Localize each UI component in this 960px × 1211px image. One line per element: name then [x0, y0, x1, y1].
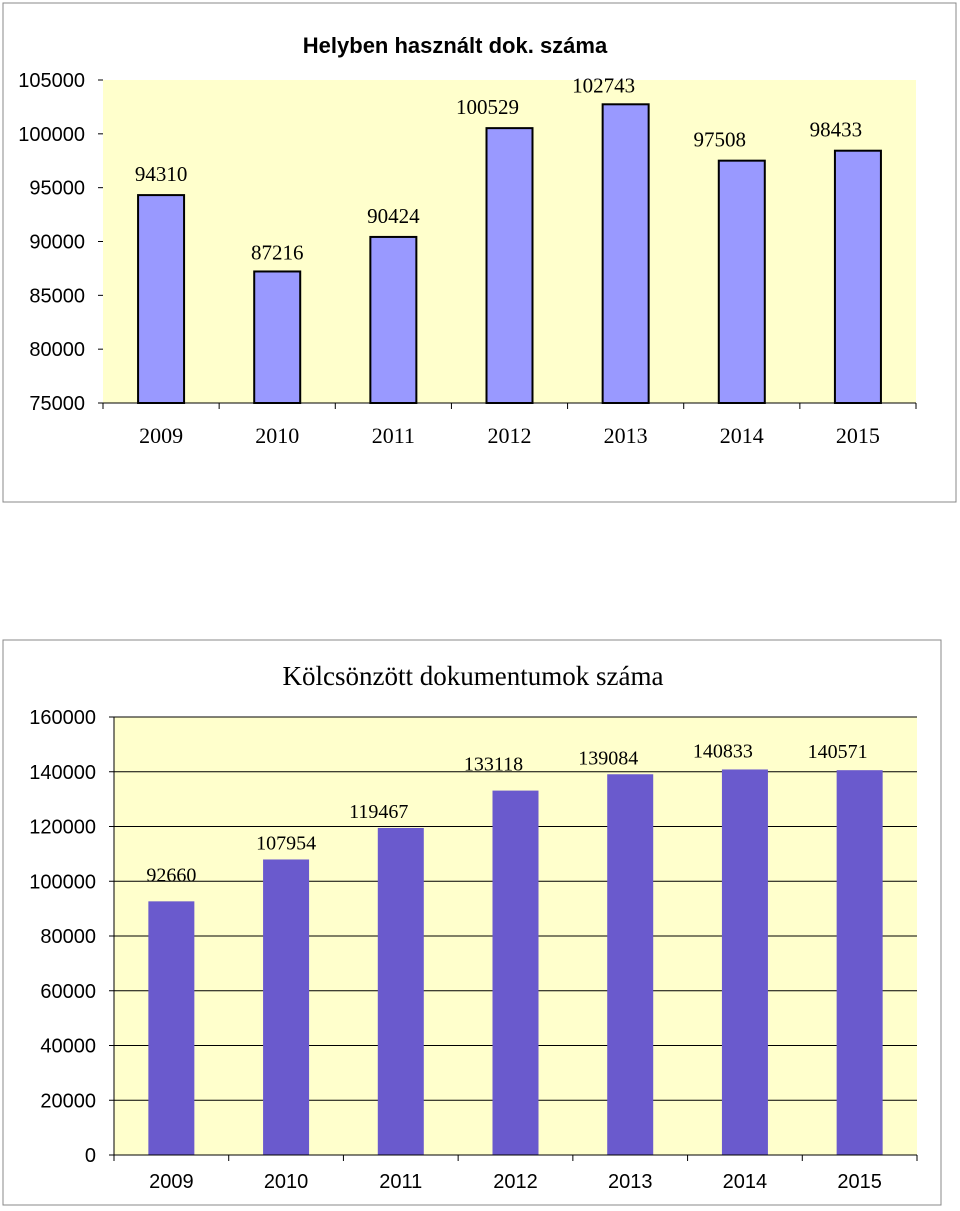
y-tick-label: 105000: [18, 70, 85, 92]
data-label-2013: 139084: [578, 747, 638, 769]
data-label-2015: 98433: [810, 118, 863, 142]
data-label-2010: 87216: [251, 240, 304, 264]
bar-2011: [369, 235, 418, 404]
y-tick-label: 85000: [29, 285, 85, 307]
x-tick-label-2015: 2015: [836, 423, 880, 448]
x-tick-label-2010: 2010: [264, 1171, 309, 1193]
chart2-x-axis: 2009 2010 2011 2012 2013 2014 2015: [113, 1155, 918, 1193]
bar-2014: [721, 769, 768, 1155]
x-tick-label-2010: 2010: [255, 423, 299, 448]
x-tick-label-2012: 2012: [488, 423, 532, 448]
bar-2013: [607, 774, 654, 1155]
y-tick-label: 140000: [29, 762, 96, 784]
x-tick-label-2013: 2013: [604, 423, 648, 448]
bar-2009: [137, 194, 186, 404]
chart-kolcsonzott: Kölcsönzött dokumentumok száma 0 20000 400…: [2, 639, 942, 1206]
x-tick-label-2009: 2009: [139, 423, 183, 448]
y-tick-label: 0: [85, 1145, 96, 1167]
data-label-2010: 107954: [256, 832, 316, 854]
x-tick-label-2015: 2015: [837, 1171, 882, 1193]
bar-2010: [253, 270, 302, 404]
bar-2015: [836, 770, 883, 1155]
data-label-2009: 92660: [146, 864, 196, 886]
y-tick-label: 40000: [40, 1036, 96, 1058]
y-tick-label: 20000: [40, 1090, 96, 1112]
chart2-y-axis: 0 20000 40000 60000 80000 100000 120000 140000 1…: [29, 707, 114, 1167]
chart2-title: Kölcsönzött dokumentumok száma: [283, 661, 664, 691]
data-label-2012: 133118: [464, 754, 523, 776]
data-label-2013: 102743: [572, 73, 635, 97]
bar-2015: [833, 149, 882, 404]
chart2-bars: [148, 769, 883, 1155]
bar-2011: [377, 827, 424, 1155]
bar-2012: [485, 127, 534, 405]
chart1-data-labels: 94310 87216 90424 100529 102743 97508 98433: [135, 73, 862, 264]
data-label-2015: 140571: [808, 741, 868, 763]
chart1-x-axis: 2009 2010 2011 2012 2013 2014 2015: [102, 403, 917, 448]
bar-2013: [601, 103, 650, 405]
data-label-2011: 119467: [349, 801, 408, 823]
y-tick-label: 100000: [29, 871, 96, 893]
x-tick-label-2014: 2014: [720, 423, 764, 448]
data-label-2012: 100529: [456, 95, 519, 119]
data-label-2014: 140833: [693, 740, 753, 762]
x-tick-label-2011: 2011: [372, 423, 415, 448]
y-tick-label: 80000: [29, 339, 85, 361]
bar-2009: [148, 901, 195, 1155]
x-tick-label-2009: 2009: [149, 1171, 194, 1193]
x-tick-label-2011: 2011: [379, 1171, 422, 1193]
bar-2010: [263, 859, 310, 1155]
y-tick-label: 95000: [29, 178, 85, 200]
y-tick-label: 60000: [40, 981, 96, 1003]
y-tick-label: 80000: [40, 926, 96, 948]
bar-2012: [492, 790, 539, 1155]
y-tick-label: 75000: [29, 393, 85, 415]
x-tick-label-2012: 2012: [493, 1171, 538, 1193]
x-tick-label-2013: 2013: [608, 1171, 653, 1193]
y-tick-label: 120000: [29, 817, 96, 839]
chart-helyben-hasznalt: Helyben használt dok. száma 75000 80000 85…: [2, 2, 957, 503]
data-label-2014: 97508: [694, 128, 747, 152]
chart2-data-labels: 92660 107954 119467 133118 139084 140833 14057…: [146, 740, 867, 886]
data-label-2011: 90424: [367, 204, 420, 228]
chart1-y-axis: 75000 80000 85000 90000 95000 100000 105000: [18, 70, 103, 415]
y-tick-label: 160000: [29, 707, 96, 729]
data-label-2009: 94310: [135, 162, 188, 186]
y-tick-label: 90000: [29, 232, 85, 254]
x-tick-label-2014: 2014: [723, 1171, 768, 1193]
y-tick-label: 100000: [18, 124, 85, 146]
bar-2014: [717, 159, 766, 404]
chart1-title: Helyben használt dok. száma: [303, 33, 608, 58]
